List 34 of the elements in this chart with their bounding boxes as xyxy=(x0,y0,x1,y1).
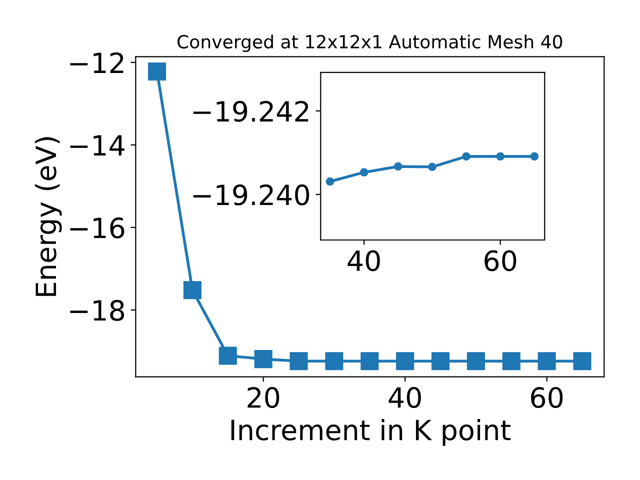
point xyxy=(496,152,505,161)
point xyxy=(466,352,485,370)
x-tick-label: 60 xyxy=(484,250,516,272)
point xyxy=(326,177,334,186)
point xyxy=(218,346,237,365)
point xyxy=(431,352,450,370)
x-tick-label: 40 xyxy=(348,250,380,272)
point xyxy=(530,152,539,161)
chart-title: Converged at 12x12x1 Automatic Mesh 40 xyxy=(178,34,562,52)
x-axis-title: Increment in K point xyxy=(231,418,510,446)
point xyxy=(360,352,379,370)
x-tick-label: 40 xyxy=(388,387,421,408)
point xyxy=(360,168,368,176)
point xyxy=(183,281,202,300)
point xyxy=(325,352,344,370)
point xyxy=(538,352,556,370)
y-tick-label: −18 xyxy=(70,300,124,321)
y-axis-title: Energy (eV) xyxy=(34,137,62,296)
y-tick-label: −12 xyxy=(70,52,124,73)
point xyxy=(396,352,414,370)
x-tick-label: 20 xyxy=(248,387,280,408)
point xyxy=(254,350,272,368)
y-tick-label: −19.240 xyxy=(193,184,310,206)
point xyxy=(573,352,592,370)
y-tick-label: −19.242 xyxy=(193,100,308,122)
y-tick-label: −14 xyxy=(70,135,124,156)
point xyxy=(290,352,308,370)
y-tick-label: −16 xyxy=(70,217,124,238)
x-tick-label: 60 xyxy=(531,387,563,408)
point xyxy=(462,152,470,161)
point xyxy=(394,162,402,171)
point xyxy=(148,62,166,81)
point xyxy=(428,162,436,172)
point xyxy=(502,352,520,370)
